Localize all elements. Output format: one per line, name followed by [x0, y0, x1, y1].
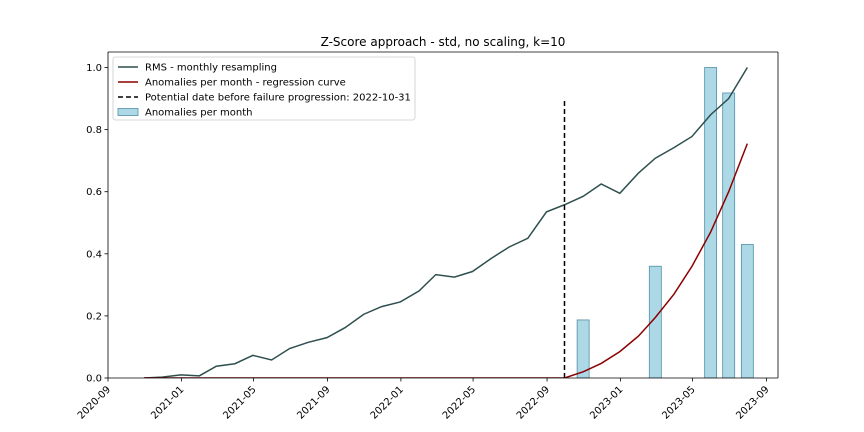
regression-curve	[144, 143, 749, 378]
anomaly-bar-2023-02-28	[648, 265, 662, 378]
rms-line	[144, 67, 748, 378]
y-tick-label-0.4: 0.4	[86, 249, 102, 260]
y-tick-label-1.0: 1.0	[86, 63, 102, 74]
y-tick-label-0.6: 0.6	[86, 187, 102, 198]
anomaly-bar-2022-10-31	[576, 319, 590, 378]
legend-entry-rms-label: RMS - monthly resampling	[145, 63, 277, 74]
anomaly-bar-2023-05-31	[704, 67, 718, 378]
legend: RMS - monthly resampling Anomalies per mo…	[112, 56, 416, 121]
chart-title: Z-Score approach - std, no scaling, k=10	[321, 35, 566, 49]
legend-entry-anomalies-swatch	[117, 108, 139, 116]
y-tick-label-0.2: 0.2	[86, 311, 102, 322]
anomaly-bar-2023-07-31	[740, 244, 754, 378]
legend-entry-failure-date-label: Potential date before failure progressio…	[145, 93, 411, 104]
legend-box	[112, 56, 416, 121]
anomaly-bar-2023-06-30	[722, 92, 736, 378]
legend-entry-anomalies-label: Anomalies per month	[145, 108, 253, 119]
legend-entry-regression-label: Anomalies per month - regression curve	[145, 78, 346, 89]
y-tick-label-0.0: 0.0	[86, 374, 102, 385]
y-tick-label-0.8: 0.8	[86, 125, 102, 136]
